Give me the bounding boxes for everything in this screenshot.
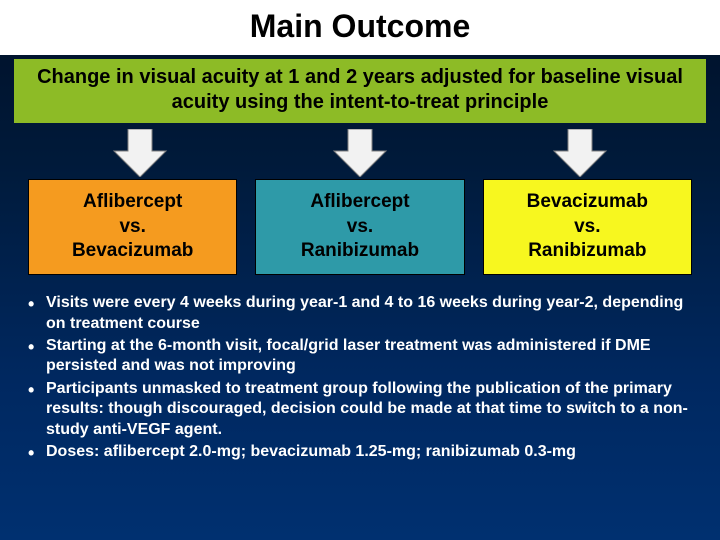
arrow-row (30, 129, 690, 177)
page-title: Main Outcome (0, 8, 720, 45)
list-item: Participants unmasked to treatment group… (24, 379, 696, 440)
comparison-row: Aflibercept vs. Bevacizumab Aflibercept … (28, 179, 692, 275)
subtitle-box: Change in visual acuity at 1 and 2 years… (14, 59, 706, 123)
arrow-icon (330, 129, 390, 177)
arrow-icon (550, 129, 610, 177)
compare-line: Aflibercept (35, 190, 230, 215)
arrow-icon (110, 129, 170, 177)
list-item: Doses: aflibercept 2.0-mg; bevacizumab 1… (24, 442, 696, 462)
compare-line: Ranibizumab (490, 239, 685, 264)
compare-line: vs. (35, 215, 230, 240)
compare-line: Ranibizumab (262, 239, 457, 264)
compare-line: Bevacizumab (35, 239, 230, 264)
list-item: Starting at the 6-month visit, focal/gri… (24, 336, 696, 377)
compare-box-bevacizumab-ranibizumab: Bevacizumab vs. Ranibizumab (483, 179, 692, 275)
compare-box-aflibercept-bevacizumab: Aflibercept vs. Bevacizumab (28, 179, 237, 275)
compare-line: Bevacizumab (490, 190, 685, 215)
bullet-list: Visits were every 4 weeks during year-1 … (24, 293, 696, 463)
compare-line: vs. (262, 215, 457, 240)
title-bar: Main Outcome (0, 0, 720, 55)
compare-box-aflibercept-ranibizumab: Aflibercept vs. Ranibizumab (255, 179, 464, 275)
compare-line: vs. (490, 215, 685, 240)
compare-line: Aflibercept (262, 190, 457, 215)
list-item: Visits were every 4 weeks during year-1 … (24, 293, 696, 334)
